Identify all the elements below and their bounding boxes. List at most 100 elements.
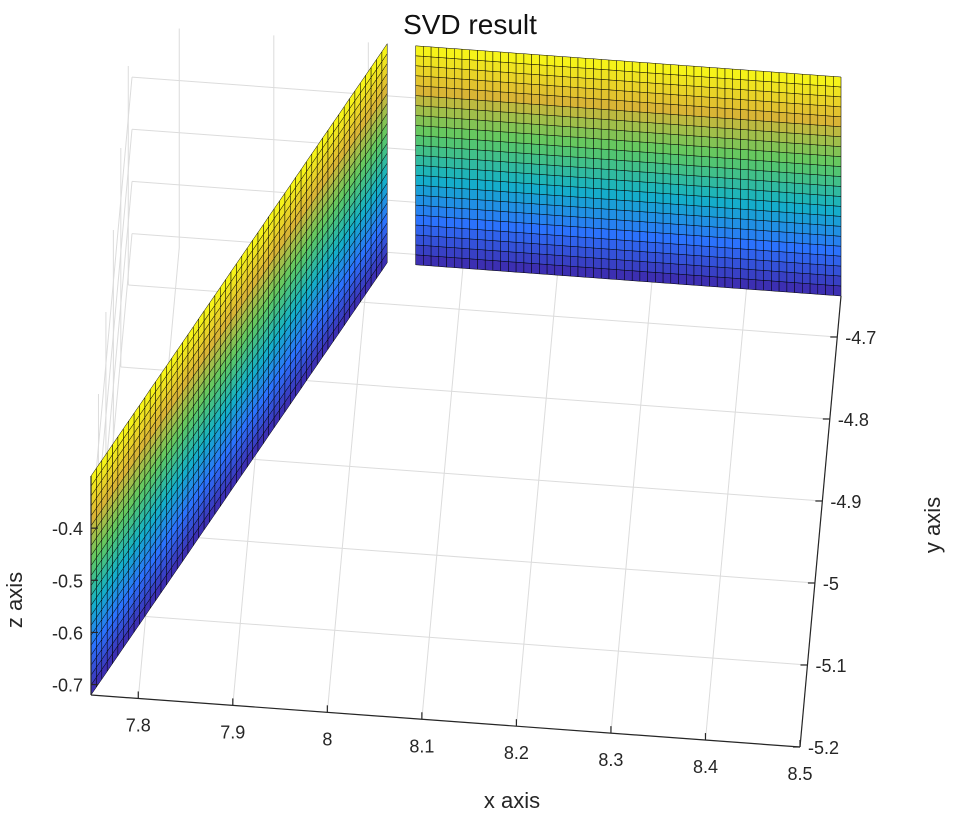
surface-cell <box>825 85 834 97</box>
surface-cell <box>500 221 509 233</box>
surface-cell <box>686 214 695 226</box>
surface-cell <box>732 108 741 120</box>
surface-cell <box>763 140 772 152</box>
surface-cell <box>523 262 532 274</box>
surface-cell <box>515 182 525 194</box>
surface-cell <box>438 126 447 138</box>
surface-cell <box>833 235 842 247</box>
surface-cell <box>570 86 579 98</box>
surface-cell <box>755 110 764 122</box>
surface-cell <box>732 148 741 160</box>
surface-cell <box>678 184 687 196</box>
surface-cell <box>608 69 617 81</box>
surface-cell <box>639 91 648 103</box>
surface-cell <box>686 224 695 236</box>
surface-cell <box>624 240 633 252</box>
surface-cell <box>639 141 648 153</box>
surface-cell <box>716 236 726 248</box>
surface-cell <box>570 156 579 168</box>
surface-cell <box>531 93 540 105</box>
surface-cell <box>778 201 788 213</box>
surface-cell <box>415 95 424 107</box>
surface-cell <box>477 149 486 161</box>
surface-cell <box>515 212 525 224</box>
surface-cell <box>500 121 509 133</box>
surface-cell <box>593 138 602 150</box>
grid-line-x <box>515 275 558 727</box>
surface-cell <box>484 70 494 82</box>
surface-cell <box>500 161 509 173</box>
surface-cell <box>531 103 540 115</box>
surface-cell <box>639 151 648 163</box>
surface-cell <box>454 227 463 239</box>
surface-cell <box>778 251 788 263</box>
surface-cell <box>809 283 819 295</box>
surface-cell <box>539 104 548 116</box>
surface-cell <box>631 131 641 143</box>
surface-cell <box>570 146 579 158</box>
surface-cell <box>469 149 478 161</box>
surface-cell <box>438 186 447 198</box>
surface-cell <box>546 194 556 206</box>
surface-cell <box>593 148 602 160</box>
surface-cell <box>477 189 486 201</box>
surface-cell <box>771 211 780 223</box>
surface-cell <box>562 215 571 227</box>
surface-cell <box>523 73 532 85</box>
surface-cell <box>454 128 463 140</box>
surface-cell <box>732 78 741 90</box>
surface-cell <box>446 217 455 229</box>
surface-cell <box>678 204 687 216</box>
surface-cell <box>655 142 664 154</box>
surface-cell <box>786 251 795 263</box>
surface-cell <box>515 132 525 144</box>
surface-cell <box>670 193 679 205</box>
surface-cell <box>539 243 548 255</box>
surface-cell <box>438 226 447 238</box>
surface-cell <box>546 214 556 226</box>
surface-cell <box>833 285 842 297</box>
surface-cell <box>693 145 703 157</box>
surface-cell <box>446 97 455 109</box>
surface-cell <box>693 165 703 177</box>
surface-cell <box>747 199 757 211</box>
surface-2 <box>415 45 842 297</box>
surface-cell <box>430 96 440 108</box>
surface-cell <box>732 247 741 260</box>
surface-cell <box>461 248 470 260</box>
surface-cell <box>562 106 571 118</box>
surface-cell <box>515 102 525 114</box>
surface-cell <box>655 192 664 204</box>
surface-cell <box>508 231 517 243</box>
surface-cell <box>562 76 571 88</box>
surface-cell <box>747 149 757 161</box>
grid-line-y <box>105 530 815 584</box>
surface-cell <box>616 149 625 161</box>
surface-cell <box>709 67 718 79</box>
surface-cell <box>531 54 540 66</box>
surface-cell <box>570 116 579 128</box>
surface-cell <box>639 261 648 273</box>
surface-cell <box>662 262 672 274</box>
surface-cell <box>608 268 617 280</box>
surface-cell <box>833 106 842 118</box>
surface-cell <box>794 133 803 145</box>
surface-cell <box>686 125 695 137</box>
surface-cell <box>701 106 710 118</box>
surface-cell <box>624 190 633 202</box>
surface-cell <box>817 244 826 256</box>
surface-cell <box>724 127 733 139</box>
surface-cell <box>531 133 540 145</box>
surface-cell <box>492 230 501 242</box>
y-tick-labels: -4.7 -4.8 -4.9 -5 -5.1 -5.2 <box>808 328 876 758</box>
surface-cell <box>600 128 610 140</box>
surface-cell <box>461 48 470 60</box>
surface-cell <box>740 178 749 190</box>
surface-cell <box>794 272 803 284</box>
surface-cell <box>670 213 679 225</box>
surface-cell <box>732 158 741 170</box>
surface-cell <box>554 75 563 87</box>
surface-cell <box>577 147 587 159</box>
surface-cell <box>492 81 501 93</box>
surface-cell <box>763 220 772 232</box>
